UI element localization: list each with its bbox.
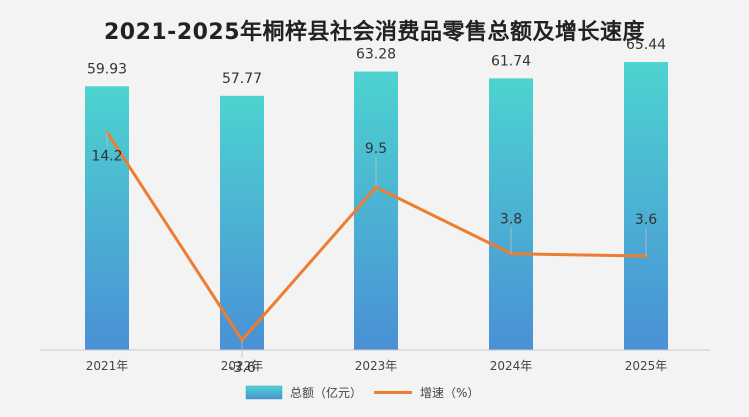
bar-4 [624, 62, 668, 351]
legend-bar-swatch [245, 385, 283, 400]
bar-value-label-2: 63.28 [356, 47, 396, 63]
growth-value-label-0: 14.2 [91, 148, 122, 164]
legend-bar-label: 总额（亿元） [290, 385, 362, 400]
growth-value-label-3: 3.8 [500, 212, 522, 228]
bar-1 [220, 95, 264, 350]
growth-value-label-2: 9.5 [365, 141, 387, 157]
chart-title: 2021-2025年桐梓县社会消费品零售总额及增长速度 [103, 20, 646, 45]
legend: 总额（亿元） 增速（%） [245, 385, 479, 400]
bar-3 [489, 78, 533, 351]
growth-value-label-1: -3.6 [228, 360, 255, 376]
category-label-3: 2024年 [490, 359, 533, 373]
category-label-0: 2021年 [86, 359, 129, 373]
bar-value-label-0: 59.93 [87, 61, 127, 77]
bar-value-label-3: 61.74 [491, 53, 531, 69]
plot-area: 59.93 57.77 63.28 61.74 65.44 14.2 -3.6 9.5 3.8 3… [85, 37, 668, 376]
legend-line-label: 增速（%） [420, 386, 479, 400]
bar-value-label-1: 57.77 [222, 71, 262, 87]
growth-value-label-4: 3.6 [635, 212, 657, 228]
bar-value-label-4: 65.44 [626, 37, 666, 53]
category-label-2: 2023年 [355, 359, 398, 373]
category-label-1: 2022年 [221, 359, 264, 373]
bar-0 [85, 86, 129, 351]
category-label-4: 2025年 [625, 359, 668, 373]
bar-2 [354, 71, 398, 351]
category-labels: 2021年 2022年 2023年 2024年 2025年 [86, 359, 668, 373]
